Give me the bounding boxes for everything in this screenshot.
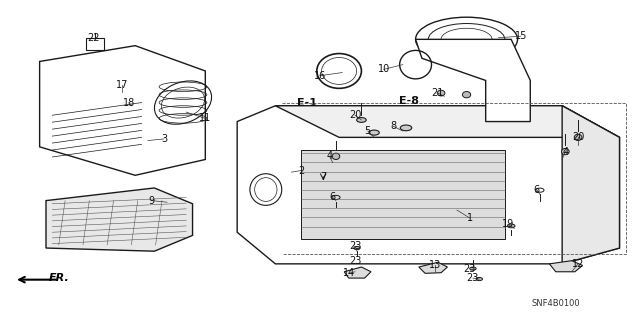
Text: 2: 2 — [298, 166, 304, 175]
Text: 10: 10 — [378, 64, 390, 74]
Text: 16: 16 — [314, 71, 326, 81]
Text: 23: 23 — [349, 256, 361, 266]
Text: 17: 17 — [116, 80, 129, 90]
Text: 7: 7 — [320, 172, 326, 182]
Ellipse shape — [437, 90, 445, 96]
Text: 4: 4 — [563, 147, 568, 157]
Text: 23: 23 — [467, 273, 479, 283]
Ellipse shape — [332, 153, 340, 160]
Ellipse shape — [369, 130, 380, 135]
Text: 6: 6 — [534, 184, 540, 195]
Text: 14: 14 — [342, 268, 355, 278]
Text: 3: 3 — [161, 134, 167, 144]
Text: 8: 8 — [390, 121, 396, 131]
Polygon shape — [301, 150, 505, 239]
Text: FR.: FR. — [49, 273, 70, 283]
Text: 15: 15 — [515, 31, 527, 41]
Text: 20: 20 — [572, 132, 584, 142]
Polygon shape — [40, 46, 205, 175]
Text: E-8: E-8 — [399, 96, 419, 106]
Text: 22: 22 — [88, 33, 100, 43]
Ellipse shape — [400, 125, 412, 131]
Ellipse shape — [508, 224, 515, 228]
Bar — [86, 38, 104, 50]
Text: 13: 13 — [429, 260, 441, 271]
Text: 4: 4 — [326, 151, 333, 161]
Polygon shape — [415, 39, 531, 122]
Polygon shape — [237, 106, 620, 264]
Text: 9: 9 — [148, 196, 154, 206]
Text: 23: 23 — [349, 241, 361, 251]
Text: 1: 1 — [467, 213, 473, 223]
Text: SNF4B0100: SNF4B0100 — [531, 299, 580, 308]
Text: E-1: E-1 — [297, 98, 317, 108]
Text: 12: 12 — [572, 259, 584, 269]
Ellipse shape — [470, 267, 476, 270]
Ellipse shape — [354, 247, 360, 250]
Polygon shape — [46, 188, 193, 251]
Ellipse shape — [356, 118, 366, 122]
Text: 5: 5 — [365, 126, 371, 136]
Text: 11: 11 — [199, 113, 211, 123]
Polygon shape — [344, 267, 371, 278]
Polygon shape — [549, 261, 582, 272]
Ellipse shape — [476, 278, 483, 281]
Text: 20: 20 — [349, 110, 361, 120]
Polygon shape — [275, 106, 620, 137]
Text: 6: 6 — [330, 192, 336, 203]
Text: 19: 19 — [502, 219, 514, 229]
Polygon shape — [419, 262, 447, 273]
Text: 23: 23 — [463, 263, 476, 274]
Polygon shape — [562, 106, 620, 264]
Ellipse shape — [561, 148, 569, 155]
Text: 18: 18 — [123, 98, 135, 108]
Ellipse shape — [574, 134, 582, 141]
Ellipse shape — [463, 92, 470, 98]
Text: 21: 21 — [432, 88, 444, 98]
